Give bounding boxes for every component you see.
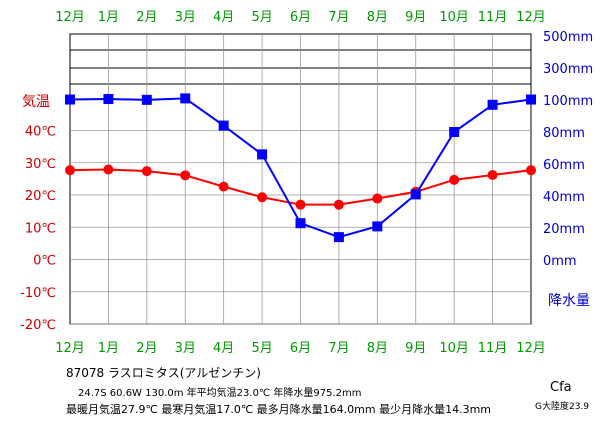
precipitation-point [333,232,344,243]
precipitation-point [141,94,152,105]
precip-tick-label: 100mm [543,94,593,109]
month-label-bottom: 12月 [55,341,85,356]
month-label-top: 4月 [213,10,234,25]
station-coordinates-summary: 24.7S 60.6W 130.0m 年平均気温23.0℃ 年降水量975.2m… [78,388,362,399]
precipitation-point [257,149,268,160]
month-label-top: 7月 [328,10,349,25]
temperature-point [449,174,460,185]
month-label-top: 2月 [136,10,157,25]
temp-tick-label: 40℃ [25,125,56,140]
temperature-point [180,170,191,181]
temperature-point [218,181,229,192]
precip-tick-label: 300mm [543,62,593,77]
precipitation-point [526,94,536,105]
temp-tick-label: 20℃ [25,189,56,204]
precip-axis-label: 降水量 [548,293,590,309]
month-label-top: 6月 [290,10,311,25]
temperature-point [333,199,344,210]
month-label-top: 12月 [55,10,85,25]
month-label-bottom: 11月 [478,341,508,356]
precipitation-point [218,120,229,131]
month-label-top: 3月 [175,10,196,25]
month-label-top: 11月 [478,10,508,25]
temp-tick-label: 30℃ [25,157,56,172]
precipitation-point [410,189,421,200]
month-label-top: 8月 [367,10,388,25]
temp-tick-label: 0℃ [33,254,56,269]
climate-chart: 12月 12月 1月 1月 2月 2月 3月 3月 4月 4月 5月 5月 6月 6月 7月 7月 8月 8月 9月… [20,10,593,356]
month-label-bottom: 4月 [213,341,234,356]
month-label-bottom: 9月 [405,341,426,356]
precipitation-point [103,94,114,105]
precipitation-point [295,218,306,229]
temp-tick-label: 10℃ [25,221,56,236]
month-label-top: 10月 [439,10,469,25]
month-label-bottom: 8月 [367,341,388,356]
temperature-point [295,199,306,210]
month-label-top: 5月 [251,10,272,25]
month-label-bottom: 3月 [175,341,196,356]
month-label-top: 9月 [405,10,426,25]
precip-tick-label: 80mm [543,126,585,141]
precipitation-point [180,93,191,104]
temperature-point [141,166,152,177]
temp-tick-label: -10℃ [20,286,56,301]
temperature-point [65,165,75,176]
precipitation-point [65,94,75,105]
precipitation-point [487,99,498,110]
temp-tick-label: -20℃ [20,318,56,333]
month-label-bottom: 7月 [328,341,349,356]
month-label-top: 12月 [516,10,546,25]
precip-tick-label: 0mm [543,254,577,269]
precip-tick-label: 60mm [543,158,585,173]
precip-tick-label: 40mm [543,190,585,205]
precip-tick-label: 20mm [543,222,585,237]
month-label-bottom: 10月 [439,341,469,356]
precipitation-point [372,221,383,232]
month-label-bottom: 2月 [136,341,157,356]
precipitation-point [449,127,460,137]
continentality-index: G大陸度23.9 [535,402,590,412]
temperature-point [372,193,383,204]
precip-tick-label: 500mm [543,30,593,45]
temp-axis-label: 気温 [22,94,50,110]
month-label-bottom: 5月 [251,341,272,356]
month-label-bottom: 6月 [290,341,311,356]
station-extremes-summary: 最暖月気温27.9℃ 最寒月気温17.0℃ 最多月降水量164.0mm 最少月降… [66,403,492,416]
temperature-point [526,165,536,176]
month-label-bottom: 1月 [98,341,119,356]
temperature-point [257,192,268,203]
month-label-bottom: 12月 [516,341,546,356]
temperature-point [487,170,498,181]
climate-classification: Cfa [550,380,572,395]
temperature-point [103,164,114,175]
station-name: 87078 ラスロミタス(アルゼンチン) [66,366,261,380]
month-label-top: 1月 [98,10,119,25]
